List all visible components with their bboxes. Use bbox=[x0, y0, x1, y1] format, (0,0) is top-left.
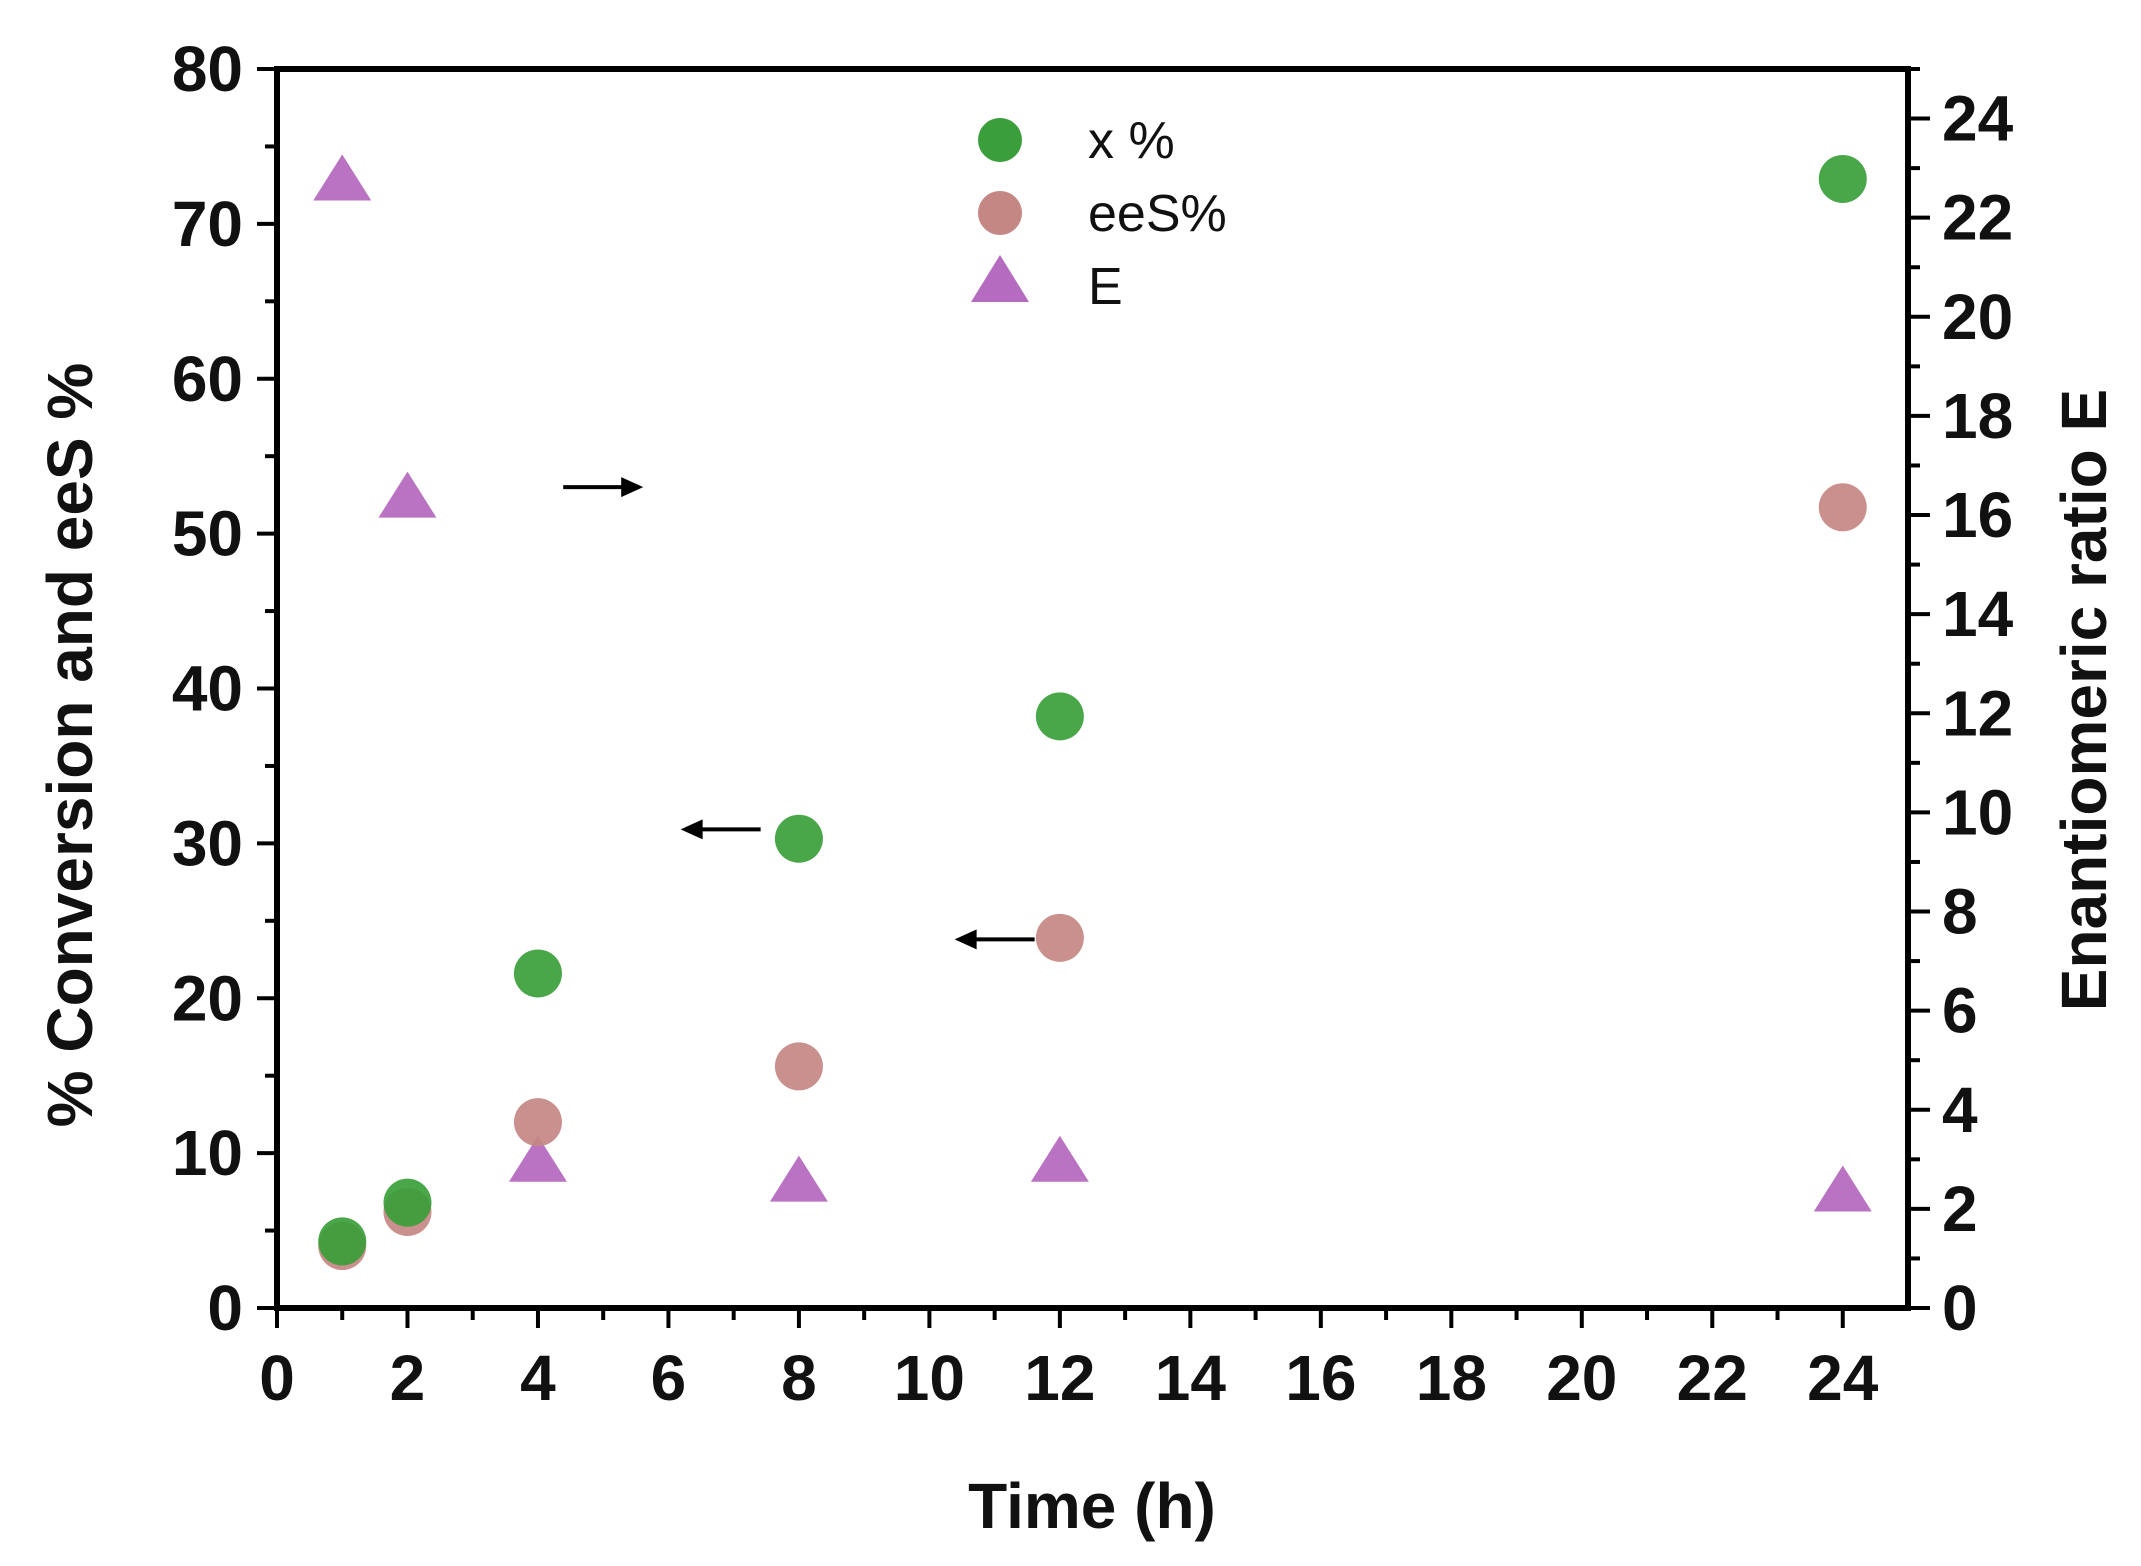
e-point bbox=[769, 1155, 828, 1202]
y2-axis-title: Enantiomeric ratio E bbox=[2048, 389, 2120, 1011]
legend-marker-e bbox=[971, 255, 1029, 302]
arrow-head bbox=[954, 929, 977, 950]
x-tick-label: 2 bbox=[390, 1342, 426, 1414]
x-percent-point bbox=[513, 949, 562, 998]
plot-frame bbox=[274, 66, 1911, 1311]
y-tick-label: 40 bbox=[172, 653, 243, 725]
axis-pointer-arrow bbox=[680, 819, 761, 840]
e-point bbox=[508, 1135, 567, 1182]
e-point bbox=[313, 154, 372, 201]
y-tick-label: 10 bbox=[172, 1117, 243, 1189]
legend-label-e: E bbox=[1088, 258, 1123, 316]
y2-tick-label: 14 bbox=[1942, 578, 2014, 650]
x-tick-label: 4 bbox=[520, 1342, 556, 1414]
x-tick-label: 22 bbox=[1677, 1342, 1748, 1414]
x-tick-label: 8 bbox=[781, 1342, 817, 1414]
e-point bbox=[1813, 1165, 1872, 1212]
y2-tick-label: 6 bbox=[1942, 975, 1978, 1047]
arrow-head bbox=[680, 819, 703, 840]
ees-percent-point bbox=[1035, 913, 1084, 962]
x-tick-label: 0 bbox=[259, 1342, 295, 1414]
legend-label-ees-percent: eeS% bbox=[1088, 185, 1227, 243]
x-percent-point bbox=[1035, 692, 1084, 741]
y2-tick-label: 10 bbox=[1942, 776, 2013, 848]
y2-tick-label: 12 bbox=[1942, 677, 2013, 749]
x-tick-label: 6 bbox=[651, 1342, 687, 1414]
ees-percent-point bbox=[513, 1098, 562, 1147]
y2-tick-label: 8 bbox=[1942, 876, 1978, 948]
legend: x % eeS% E bbox=[971, 112, 1227, 316]
ees-percent-point bbox=[774, 1042, 823, 1091]
ticks-layer: 0 2 4 6 8 10 12 14 16 18 20 22 240102030405060708002… bbox=[172, 33, 2014, 1414]
marks-layer bbox=[313, 154, 1872, 1271]
y-tick-label: 60 bbox=[172, 343, 243, 415]
y-tick-label: 30 bbox=[172, 807, 243, 879]
x-tick-label: 10 bbox=[894, 1342, 965, 1414]
y-tick-label: 50 bbox=[172, 498, 243, 570]
y2-tick-label: 16 bbox=[1942, 479, 2013, 551]
x-tick-label: 14 bbox=[1155, 1342, 1227, 1414]
e-point bbox=[1030, 1135, 1089, 1182]
y2-tick-label: 18 bbox=[1942, 380, 2013, 452]
axis-pointer-arrow bbox=[563, 477, 644, 498]
x-tick-label: 24 bbox=[1807, 1342, 1879, 1414]
annotations-layer bbox=[563, 477, 1035, 950]
y2-tick-label: 0 bbox=[1942, 1272, 1978, 1344]
e-point bbox=[378, 471, 437, 518]
x-tick-label: 16 bbox=[1285, 1342, 1356, 1414]
y2-tick-label: 22 bbox=[1942, 182, 2013, 254]
x-axis-title: Time (h) bbox=[968, 1470, 1216, 1542]
y-tick-label: 80 bbox=[172, 33, 243, 105]
y-tick-label: 20 bbox=[172, 962, 243, 1034]
x-tick-label: 12 bbox=[1024, 1342, 1095, 1414]
arrow-head bbox=[621, 477, 644, 498]
ees-percent-point bbox=[1818, 483, 1867, 532]
legend-marker-x-percent bbox=[978, 118, 1022, 162]
legend-label-x-percent: x % bbox=[1088, 112, 1175, 170]
x-tick-label: 18 bbox=[1416, 1342, 1487, 1414]
y2-tick-label: 4 bbox=[1942, 1074, 1978, 1146]
axis-pointer-arrow bbox=[954, 929, 1035, 950]
x-percent-point bbox=[774, 814, 823, 863]
y2-tick-label: 24 bbox=[1942, 83, 2014, 155]
y-axis-title: % Conversion and eeS % bbox=[34, 363, 106, 1128]
y-tick-label: 0 bbox=[207, 1272, 243, 1344]
x-percent-point bbox=[1818, 154, 1867, 203]
y2-tick-label: 2 bbox=[1942, 1173, 1978, 1245]
legend-marker-ees-percent bbox=[978, 191, 1022, 235]
x-tick-label: 20 bbox=[1546, 1342, 1617, 1414]
x-percent-point bbox=[383, 1178, 432, 1227]
x-percent-point bbox=[318, 1217, 367, 1266]
y2-tick-label: 20 bbox=[1942, 281, 2013, 353]
y-tick-label: 70 bbox=[172, 188, 243, 260]
